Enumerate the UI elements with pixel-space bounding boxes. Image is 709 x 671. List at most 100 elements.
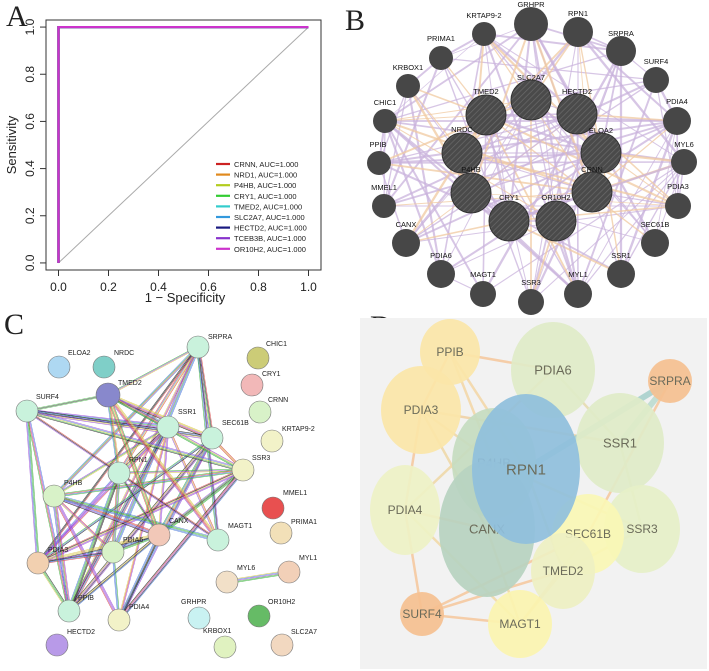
- node-ellipse: [604, 485, 680, 573]
- node-slc2a7[interactable]: SLC2A7: [510, 73, 552, 121]
- node-sec61b[interactable]: SEC61B: [200, 420, 249, 450]
- node-ssr3[interactable]: SSR3: [518, 278, 544, 315]
- edge-pdia4-ssr1: [619, 120, 679, 275]
- edge-strand: [119, 470, 244, 621]
- node-pdia6[interactable]: PDIA6: [511, 322, 595, 418]
- node-chic1[interactable]: CHIC1: [373, 98, 397, 133]
- node-pdia4[interactable]: PDIA4: [370, 465, 440, 555]
- node-ssr1[interactable]: SSR1: [576, 393, 664, 493]
- node-circle: [156, 415, 180, 439]
- edge-strand: [28, 410, 71, 611]
- node-srpra[interactable]: SRPRA: [648, 359, 692, 403]
- node-ssr3[interactable]: SSR3: [604, 485, 680, 573]
- node-label: PRIMA1: [427, 34, 455, 43]
- node-hectd2[interactable]: HECTD2: [45, 629, 95, 657]
- node-sec61b[interactable]: SEC61B: [641, 220, 670, 257]
- node-magt1[interactable]: MAGT1: [206, 523, 252, 552]
- node-p4hb[interactable]: P4HB: [42, 480, 83, 508]
- node-tmed2[interactable]: TMED2: [95, 380, 142, 408]
- node-magt1[interactable]: MAGT1: [488, 590, 552, 658]
- node-tmed2[interactable]: TMED2: [531, 533, 595, 609]
- node-ppib[interactable]: PPIB: [57, 595, 94, 623]
- node-mmel1[interactable]: MMEL1: [371, 183, 397, 218]
- node-label: SSR3: [626, 522, 658, 536]
- edge-strand: [27, 410, 70, 611]
- node-circle: [580, 132, 622, 174]
- node-myl1[interactable]: MYL1: [564, 270, 592, 308]
- node-krtap9-2[interactable]: KRTAP9-2: [466, 11, 502, 46]
- node-myl6[interactable]: MYL6: [215, 565, 255, 594]
- node-ppib[interactable]: PPIB: [367, 140, 391, 175]
- node-mmel1[interactable]: MMEL1: [261, 490, 307, 520]
- edge-ssr1-p4hb: [53, 425, 169, 498]
- node-pdia3[interactable]: PDIA3: [665, 182, 691, 219]
- node-circle: [450, 172, 492, 214]
- node-label: PDIA3: [667, 182, 689, 191]
- node-krbox1[interactable]: KRBOX1: [393, 63, 423, 98]
- node-pdia4[interactable]: PDIA4: [663, 97, 691, 135]
- edge-cry1-chic1: [384, 120, 510, 222]
- node-circle: [215, 570, 239, 594]
- node-pdia6[interactable]: PDIA6: [101, 537, 143, 564]
- node-chic1[interactable]: CHIC1: [246, 341, 287, 370]
- node-circle: [396, 74, 420, 98]
- node-p4hb[interactable]: P4HB: [450, 165, 492, 214]
- node-eloa2[interactable]: ELOA2: [580, 126, 622, 174]
- node-slc2a7[interactable]: SLC2A7: [270, 629, 317, 657]
- node-pdia3[interactable]: PDIA3: [381, 366, 461, 454]
- node-circle: [564, 280, 592, 308]
- node-or10h2[interactable]: OR10H2: [535, 193, 577, 242]
- edge-strand: [38, 553, 114, 565]
- node-crnn[interactable]: CRNN: [248, 397, 288, 424]
- node-grhpr[interactable]: GRHPR: [514, 0, 548, 41]
- node-tmed2[interactable]: TMED2: [465, 87, 507, 136]
- edge-pdia4-sec61b: [654, 120, 678, 244]
- node-grhpr[interactable]: GRHPR: [181, 599, 211, 630]
- node-nrdc[interactable]: NRDC: [92, 350, 134, 379]
- node-prima1[interactable]: PRIMA1: [269, 519, 317, 545]
- node-pdia4[interactable]: PDIA4: [107, 604, 149, 632]
- node-myl6[interactable]: MYL6: [671, 140, 697, 175]
- node-pdia3[interactable]: PDIA3: [26, 547, 68, 575]
- node-or10h2[interactable]: OR10H2: [247, 599, 295, 628]
- node-surf4[interactable]: SURF4: [15, 394, 59, 423]
- node-myl1[interactable]: MYL1: [277, 555, 317, 584]
- node-hectd2[interactable]: HECTD2: [556, 87, 598, 135]
- node-rpn1[interactable]: RPN1: [107, 457, 148, 485]
- node-eloa2[interactable]: ELOA2: [47, 350, 91, 379]
- node-ssr1[interactable]: SSR1: [156, 409, 196, 439]
- node-circle: [643, 67, 669, 93]
- node-surf4[interactable]: SURF4: [643, 57, 669, 93]
- edge-strand: [168, 426, 220, 540]
- node-magt1[interactable]: MAGT1: [470, 270, 496, 307]
- node-ellipse: [488, 590, 552, 658]
- edge-strand: [113, 347, 200, 553]
- edge-strand: [159, 471, 245, 537]
- node-srpra[interactable]: SRPRA: [606, 29, 636, 66]
- node-ppib[interactable]: PPIB: [420, 319, 480, 385]
- node-crnn[interactable]: CRNN: [571, 165, 613, 213]
- node-krtap9-2[interactable]: KRTAP9-2: [260, 426, 315, 453]
- node-prima1[interactable]: PRIMA1: [427, 34, 455, 70]
- node-canx[interactable]: CANX: [147, 518, 189, 547]
- node-rpn1[interactable]: RPN1: [472, 394, 580, 544]
- edge-strand: [38, 552, 114, 564]
- node-label: MYL6: [237, 565, 255, 572]
- node-krbox1[interactable]: KRBOX1: [203, 628, 237, 659]
- edge-strand: [38, 471, 244, 565]
- node-nrdc[interactable]: NRDC: [441, 125, 483, 174]
- node-srpra[interactable]: SRPRA: [186, 334, 232, 359]
- node-ssr3[interactable]: SSR3: [231, 455, 270, 482]
- node-surf4[interactable]: SURF4: [400, 592, 444, 636]
- edge-strand: [118, 534, 159, 620]
- node-ssr1[interactable]: SSR1: [607, 251, 635, 288]
- node-cry1[interactable]: CRY1: [240, 371, 281, 397]
- node-circle: [15, 399, 39, 423]
- node-cry1[interactable]: CRY1: [488, 193, 530, 242]
- node-rpn1[interactable]: RPN1: [563, 9, 593, 47]
- node-label: CRY1: [262, 371, 281, 378]
- node-canx[interactable]: CANX: [392, 220, 420, 257]
- node-pdia6[interactable]: PDIA6: [427, 251, 455, 288]
- node-circle: [488, 200, 530, 242]
- legend-entry: HECTD2, AUC=1.000: [234, 224, 307, 233]
